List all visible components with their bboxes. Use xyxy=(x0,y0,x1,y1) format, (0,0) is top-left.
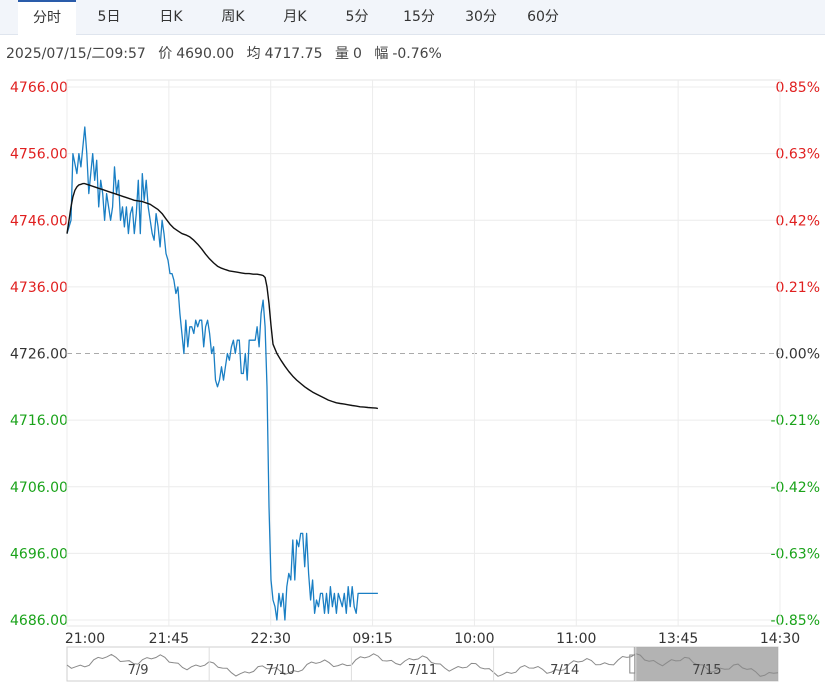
avg-label: 均 xyxy=(246,46,261,62)
x-tick-label: 21:45 xyxy=(149,631,189,647)
tab-2[interactable]: 日K xyxy=(159,9,183,25)
y-tick-right: 0.21% xyxy=(776,280,820,296)
x-tick-label: 14:30 xyxy=(760,631,800,647)
y-tick-right: 0.00% xyxy=(776,347,820,363)
y-tick-left: 4756.00 xyxy=(10,147,68,163)
navigator-trace xyxy=(66,653,779,677)
price-label: 价 xyxy=(158,46,173,62)
volume-label: 量 xyxy=(334,46,349,62)
x-tick-label: 09:15 xyxy=(352,631,392,647)
y-tick-right: 0.63% xyxy=(776,147,820,163)
navigator-day-label: 7/11 xyxy=(408,663,437,678)
tab-4[interactable]: 月K xyxy=(283,9,307,25)
x-tick-label: 21:00 xyxy=(65,631,105,647)
y-tick-right: -0.42% xyxy=(770,480,820,496)
navigator-day-label: 7/14 xyxy=(550,663,579,678)
y-tick-right: -0.85% xyxy=(770,613,820,629)
y-tick-left: 4726.00 xyxy=(10,347,68,363)
tab-8[interactable]: 60分 xyxy=(527,9,559,25)
y-tick-left: 4686.00 xyxy=(10,613,68,629)
tab-0[interactable]: 分时 xyxy=(18,0,76,35)
tab-5[interactable]: 5分 xyxy=(345,9,369,25)
y-tick-left: 4766.00 xyxy=(10,80,68,96)
y-tick-left: 4706.00 xyxy=(10,480,68,496)
average-line xyxy=(66,182,379,410)
navigator-selection[interactable] xyxy=(633,647,778,681)
y-tick-left: 4696.00 xyxy=(10,546,68,562)
navigator-day-label: 7/10 xyxy=(266,663,295,678)
navigator-handle[interactable] xyxy=(629,654,636,674)
tab-1[interactable]: 5日 xyxy=(97,9,121,25)
x-tick-label: 11:00 xyxy=(556,631,596,647)
quote-datetime: 2025/07/15/二09:57 xyxy=(6,46,146,62)
navigator-day-label: 7/15 xyxy=(692,663,721,678)
navigator-day-label: 7/9 xyxy=(128,663,149,678)
y-tick-right: 0.85% xyxy=(776,80,820,96)
avg-value: 4717.75 xyxy=(264,46,323,62)
y-tick-right: -0.63% xyxy=(770,546,820,562)
volume-value: 0 xyxy=(352,46,362,62)
x-tick-label: 22:30 xyxy=(251,631,291,647)
price-line xyxy=(66,126,378,621)
y-tick-right: 0.42% xyxy=(776,213,820,229)
y-tick-left: 4716.00 xyxy=(10,413,68,429)
tab-3[interactable]: 周K xyxy=(221,9,245,25)
tab-7[interactable]: 30分 xyxy=(465,9,497,25)
price-value: 4690.00 xyxy=(176,46,235,62)
change-label: 幅 xyxy=(374,46,389,62)
y-tick-right: -0.21% xyxy=(770,413,820,429)
tab-6[interactable]: 15分 xyxy=(403,9,435,25)
change-value: -0.76% xyxy=(392,46,442,62)
x-tick-label: 13:45 xyxy=(658,631,698,647)
x-tick-label: 10:00 xyxy=(454,631,494,647)
y-tick-left: 4736.00 xyxy=(10,280,68,296)
y-tick-left: 4746.00 xyxy=(10,213,68,229)
period-tabs: 分时 5日 日K 周K 月K 5分 15分 30分 60分 xyxy=(0,0,825,35)
